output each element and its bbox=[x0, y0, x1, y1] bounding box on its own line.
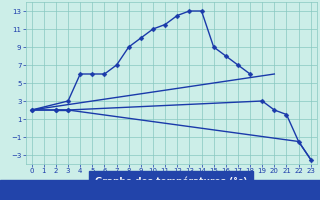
X-axis label: Graphe des températures (°c): Graphe des températures (°c) bbox=[95, 177, 247, 186]
